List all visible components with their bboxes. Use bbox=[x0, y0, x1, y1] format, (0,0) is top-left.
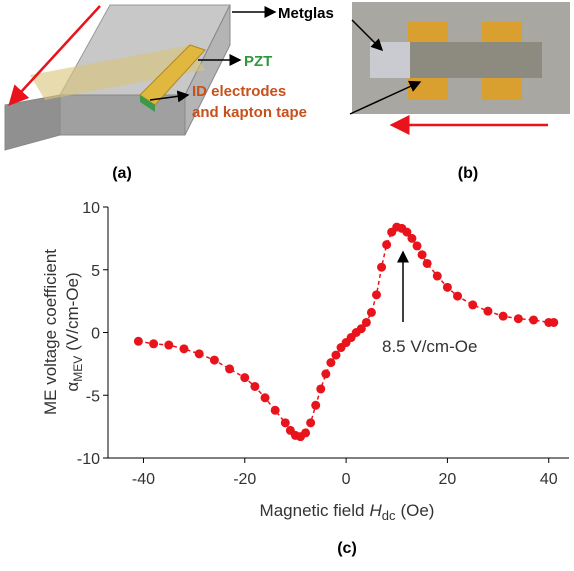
data-point bbox=[331, 350, 341, 360]
data-point bbox=[377, 262, 387, 272]
y-tick-label: -10 bbox=[77, 451, 100, 468]
x-label-text: Magnetic field bbox=[260, 501, 365, 520]
electrodes-label: and kapton tape bbox=[192, 104, 307, 121]
data-point bbox=[432, 271, 442, 281]
data-point bbox=[483, 306, 493, 316]
data-point bbox=[402, 227, 412, 237]
y-label-subscript: MEV bbox=[71, 356, 85, 382]
data-point bbox=[280, 418, 290, 428]
data-point bbox=[417, 250, 427, 260]
trend-line bbox=[138, 226, 554, 438]
data-point bbox=[407, 233, 417, 243]
data-point bbox=[316, 384, 326, 394]
y-axis-label: ME voltage coefficient bbox=[41, 249, 60, 415]
data-point bbox=[498, 311, 508, 321]
data-point bbox=[311, 400, 321, 410]
data-point bbox=[270, 405, 280, 415]
metglas-label: Metglas bbox=[278, 5, 334, 22]
data-point bbox=[422, 258, 432, 268]
x-tick-label: 0 bbox=[342, 471, 351, 488]
y-tick-label: -5 bbox=[86, 388, 100, 405]
data-point bbox=[194, 349, 204, 359]
data-point bbox=[209, 355, 219, 365]
device-sketch bbox=[4, 4, 277, 151]
data-point bbox=[513, 314, 523, 324]
data-point bbox=[412, 241, 422, 251]
data-point bbox=[306, 418, 316, 428]
y-tick-label: 0 bbox=[91, 326, 100, 343]
y-tick-label: 5 bbox=[91, 263, 100, 280]
data-point bbox=[133, 336, 143, 346]
x-tick-label: -40 bbox=[132, 471, 155, 488]
data-point bbox=[356, 324, 366, 334]
data-point bbox=[371, 290, 381, 300]
x-axis-label: Magnetic field Hdc (Oe) bbox=[260, 501, 435, 523]
data-point bbox=[301, 428, 311, 438]
data-point bbox=[442, 282, 452, 292]
data-point bbox=[321, 369, 331, 379]
data-point bbox=[240, 373, 250, 383]
y-tick-label: 10 bbox=[82, 200, 100, 217]
data-point bbox=[529, 315, 539, 325]
data-point bbox=[468, 300, 478, 310]
annotation: 8.5 V/cm-Oe bbox=[382, 337, 477, 356]
data-point bbox=[366, 307, 376, 317]
x-tick-label: 20 bbox=[439, 471, 457, 488]
data-point bbox=[549, 317, 559, 327]
x-tick-label: -20 bbox=[233, 471, 256, 488]
data-point bbox=[260, 393, 270, 403]
electrodes-label: ID electrodes bbox=[192, 83, 286, 100]
panel-label: (a) bbox=[112, 165, 132, 182]
data-point bbox=[179, 344, 189, 354]
data-point bbox=[225, 364, 235, 374]
x-label-symbol: H bbox=[369, 501, 382, 520]
data-point bbox=[164, 340, 174, 350]
chart: -10 -5 0 5 10 -40 -20 0 20 40 Magnetic field Hdc (Oe… bbox=[41, 200, 569, 523]
data-point bbox=[149, 339, 159, 349]
data-point bbox=[361, 317, 371, 327]
panel-label: (c) bbox=[337, 540, 357, 557]
pzt-label: PZT bbox=[244, 53, 272, 70]
y-axis-label: αMEV (V/cm-Oe) bbox=[63, 272, 85, 391]
panel-label: (b) bbox=[458, 165, 478, 182]
x-label-subscript: dc bbox=[382, 508, 396, 523]
data-point bbox=[453, 291, 463, 301]
y-label-symbol: α bbox=[63, 382, 82, 392]
x-label-unit: (Oe) bbox=[400, 501, 434, 520]
data-point bbox=[326, 358, 336, 368]
data-point bbox=[250, 381, 260, 391]
data-point bbox=[382, 240, 392, 250]
y-label-unit: (V/cm-Oe) bbox=[63, 272, 82, 350]
device-photo bbox=[349, 2, 570, 135]
x-tick-label: 40 bbox=[540, 471, 558, 488]
